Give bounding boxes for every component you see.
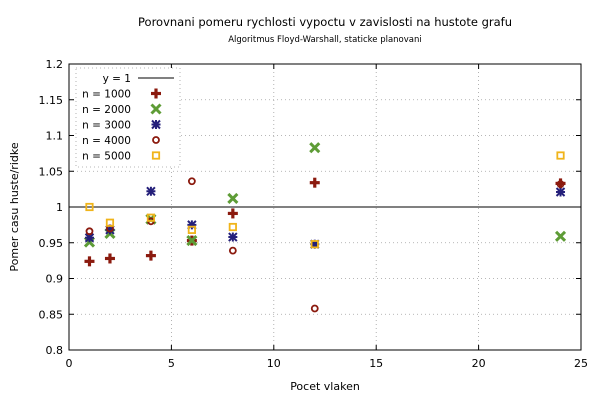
data-points [83,142,567,313]
data-point-series-3 [555,187,566,197]
y-tick-label: 0.9 [46,273,64,286]
legend: y = 1 n = 1000 n = 2000 n = 3000 n = 4000 n =… [75,67,181,168]
data-point-series-2 [554,230,567,242]
y-tick-label: 1 [56,201,63,214]
data-point-series-1 [104,253,115,264]
x-tick-label: 10 [267,357,281,370]
data-point-series-2 [227,192,239,204]
legend-swatch [152,136,160,144]
x-tick-label: 20 [472,357,486,370]
x-axis-label: Pocet vlaken [290,380,360,393]
y-tick-label: 1.15 [39,94,64,107]
data-point-series-5 [146,213,156,222]
data-point-series-3 [228,232,238,242]
data-point-series-5 [85,202,94,212]
legend-label: n = 1000 [82,89,131,101]
x-tick-label: 5 [168,357,175,370]
y-tick-label: 0.85 [39,308,64,321]
data-point-series-4 [187,177,196,186]
y-tick-label: 1.1 [46,130,64,143]
chart-subtitle: Algoritmus Floyd-Warshall, staticke plan… [228,35,422,45]
x-tick-label: 25 [574,357,588,370]
data-point-series-5 [556,151,565,160]
data-point-series-4 [85,227,94,236]
data-point-series-5 [105,218,115,227]
legend-label: n = 5000 [82,151,131,163]
axes [68,63,582,351]
legend-box [75,67,181,168]
data-point-series-4 [556,180,565,189]
x-tick-label: 15 [369,357,383,370]
data-point-series-2 [309,142,321,154]
legend-label: y = 1 [103,73,131,85]
data-point-series-1 [227,208,238,219]
data-point-series-4 [310,304,319,313]
chart-title: Porovnani pomeru rychlosti vypoctu v zav… [138,15,512,29]
data-point-series-5 [228,222,237,232]
legend-label: n = 4000 [82,135,131,147]
data-point-series-1 [84,256,95,267]
data-point-series-5 [187,225,196,234]
legend-swatch [151,88,161,99]
data-point-series-1 [145,250,156,261]
data-point-series-5 [310,240,319,249]
y-tick-label: 0.8 [46,344,64,357]
data-point-series-3 [146,186,156,196]
y-tick-label: 0.95 [39,237,64,250]
legend-swatch [151,119,161,130]
x-tick-label: 0 [66,357,73,370]
data-point-series-4 [228,246,237,255]
legend-swatch [151,151,161,160]
legend-swatch [150,103,162,115]
legend-label: n = 2000 [82,104,131,116]
y-tick-label: 1.05 [39,165,64,178]
legend-label: n = 3000 [82,120,131,132]
data-point-series-1 [309,177,320,188]
y-tick-label: 1.2 [46,58,64,71]
data-point-series-2 [186,235,198,247]
y-axis-label: Pomer casu huste/ridke [8,142,21,271]
tick-labels: 0 5 10 15 20 25 0.8 0.85 0.9 0.95 1 1.05 1.1 1.15 1.2 [39,58,589,370]
